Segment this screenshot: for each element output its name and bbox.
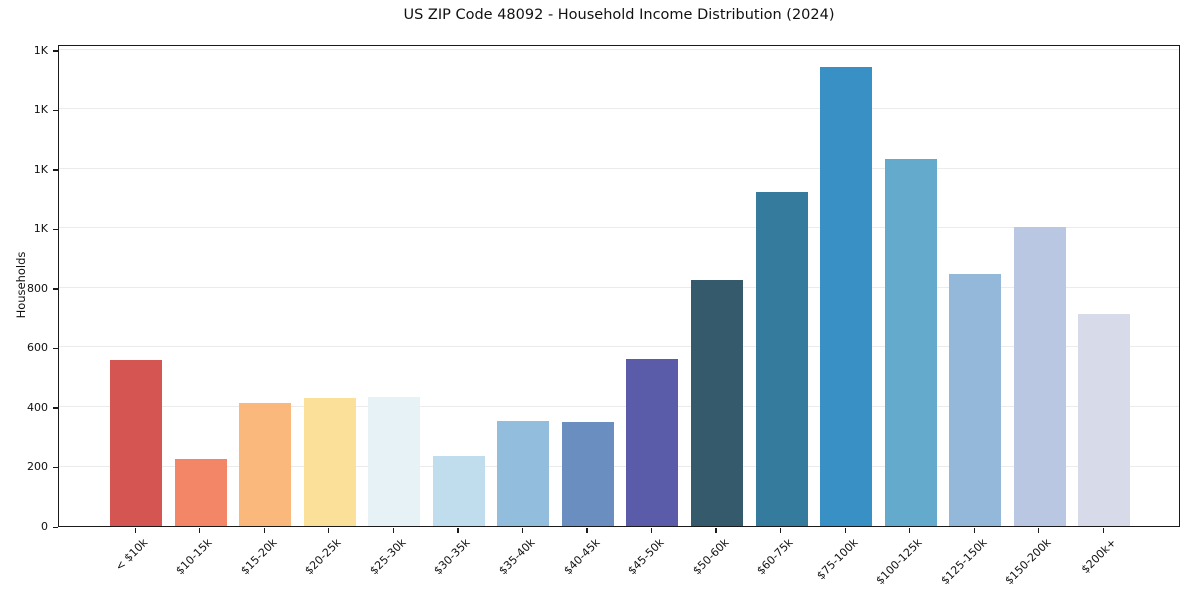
x-tick-mark <box>199 528 201 533</box>
x-tick-mark <box>973 528 975 533</box>
bar-$200k+ <box>1078 314 1131 526</box>
x-tick-label: $50-60k <box>689 536 732 578</box>
gridline <box>59 286 1179 288</box>
x-tick-label: $35-40k <box>496 536 538 578</box>
x-tick-mark <box>328 528 330 533</box>
x-tick-label: $10-15k <box>173 536 215 578</box>
x-tick-mark <box>134 528 136 533</box>
gridline <box>59 346 1179 348</box>
y-tick-mark <box>53 466 58 469</box>
y-tick-mark <box>53 50 58 52</box>
x-tick-label: $40-45k <box>560 536 603 578</box>
x-tick-mark <box>1102 528 1105 533</box>
y-tick-mark <box>53 228 58 231</box>
x-tick-label: $15-20k <box>238 536 280 578</box>
x-tick-mark <box>715 528 717 533</box>
x-tick-label: $60-75k <box>754 536 796 578</box>
y-tick-label: 0 <box>41 520 48 533</box>
x-tick-label: $75-100k <box>814 536 861 583</box>
bar-$100-125k <box>884 159 937 526</box>
y-tick-label: 800 <box>27 281 48 295</box>
x-tick-label: $100-125k <box>873 536 925 588</box>
x-tick-label: $45-50k <box>625 536 667 578</box>
y-tick-mark <box>53 288 58 290</box>
bar-$35-40k <box>497 420 550 526</box>
y-tick-mark <box>53 109 58 112</box>
x-tick-mark <box>1038 528 1040 533</box>
y-tick-mark <box>53 347 58 350</box>
x-tick-label: $20-25k <box>302 536 344 578</box>
x-tick-mark <box>457 528 459 533</box>
gridline <box>59 48 1179 50</box>
x-tick-mark <box>909 528 911 533</box>
y-tick-label: 1K <box>33 43 48 57</box>
plot-area <box>58 45 1180 527</box>
y-tick-label: 200 <box>27 460 48 474</box>
bar-$20-25k <box>303 398 356 526</box>
x-tick-mark <box>521 528 524 533</box>
y-tick-mark <box>53 526 58 528</box>
bar-$150-200k <box>1013 227 1066 526</box>
bar-$10-15k <box>174 459 227 526</box>
bar-$60-75k <box>755 192 808 526</box>
x-tick-mark <box>586 528 588 533</box>
bar-$45-50k <box>626 358 679 526</box>
bar-$125-150k <box>949 273 1002 526</box>
x-tick-label: $150-200k <box>1002 536 1054 588</box>
gridline <box>59 406 1179 407</box>
x-tick-label: $200k+ <box>1078 536 1119 577</box>
bar-$40-45k <box>561 421 614 526</box>
gridline <box>59 227 1179 229</box>
bar-$25-30k <box>368 396 421 526</box>
bar-$75-100k <box>820 66 873 526</box>
bar-$50-60k <box>690 280 743 526</box>
x-tick-label: $25-30k <box>367 536 409 578</box>
x-tick-mark <box>392 528 394 533</box>
x-tick-mark <box>844 528 846 533</box>
gridline <box>59 108 1179 110</box>
y-tick-label: 1K <box>33 222 48 236</box>
gridline <box>59 465 1179 467</box>
bar-$30-35k <box>432 455 485 526</box>
x-tick-label: < $10k <box>112 536 151 574</box>
bar-$15-20k <box>239 403 292 526</box>
y-tick-label: 400 <box>27 400 48 414</box>
x-tick-label: $30-35k <box>431 536 473 578</box>
chart-title: US ZIP Code 48092 - Household Income Dis… <box>403 7 835 23</box>
x-tick-label: $125-150k <box>938 536 990 588</box>
x-tick-mark <box>650 528 653 533</box>
bar-< $10k <box>110 360 162 526</box>
x-tick-mark <box>263 528 265 533</box>
x-tick-mark <box>780 528 782 533</box>
gridline <box>59 167 1179 169</box>
y-tick-mark <box>53 407 58 409</box>
y-tick-mark <box>53 169 58 171</box>
y-tick-label: 1K <box>33 103 48 117</box>
y-tick-label: 1K <box>33 162 48 176</box>
y-tick-label: 600 <box>27 341 48 355</box>
